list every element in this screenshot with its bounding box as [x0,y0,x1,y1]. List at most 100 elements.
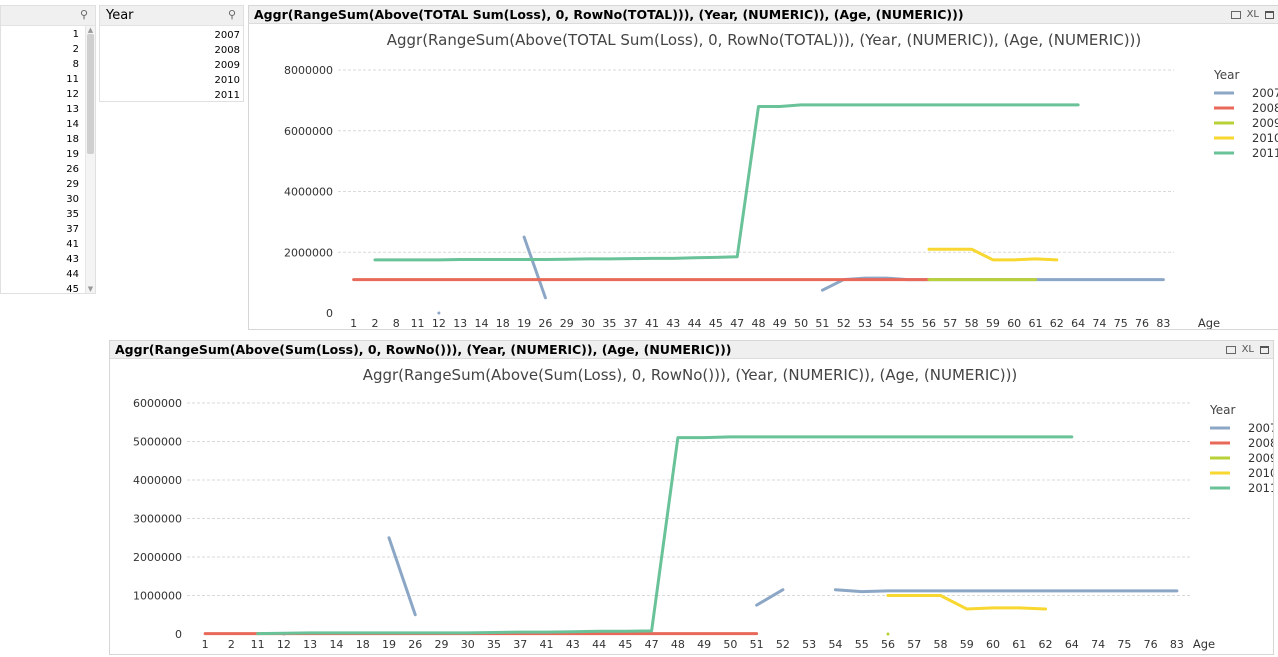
y-tick-label: 5000000 [133,436,182,449]
list-item[interactable]: 1 [72,29,79,40]
list-item[interactable]: 19 [66,149,79,160]
chart2-box: Aggr(RangeSum(Above(Sum(Loss), 0, RowNo(… [109,340,1274,655]
x-tick-label: 35 [602,317,616,329]
y-tick-label: 6000000 [133,397,182,410]
legend-title: Year [1209,403,1235,417]
scroll-thumb[interactable] [87,34,94,154]
series-line [373,103,1080,262]
y-tick-label: 2000000 [133,551,182,564]
list-item[interactable]: 2 [72,44,79,55]
age-listbox-scrollbar[interactable]: ▲ ▼ [85,26,95,293]
x-tick-label: 19 [517,317,531,329]
print-icon[interactable] [1225,345,1236,354]
age-listbox-header[interactable]: ⚲ [1,6,95,26]
x-tick-label: 60 [1007,317,1021,329]
list-item[interactable]: 8 [72,59,79,70]
series-line [387,536,417,617]
x-tick-label: 43 [566,638,580,651]
list-item[interactable]: 44 [66,269,79,280]
excel-icon[interactable]: XL [1241,344,1254,355]
excel-icon[interactable]: XL [1246,9,1259,20]
x-tick-label: 43 [666,317,680,329]
x-tick-label: 8 [393,317,400,329]
age-listbox[interactable]: ⚲ 1 2 8 11 12 13 14 18 19 26 29 30 35 37 41 43 44 45 ▲ ▼ [0,5,96,295]
x-tick-label: 57 [907,638,921,651]
legend-item: 2011 [1252,146,1278,160]
x-tick-label: 54 [879,317,893,329]
list-item[interactable]: 30 [66,194,79,205]
x-tick-label: 52 [776,638,790,651]
x-tick-label: 83 [1170,638,1184,651]
list-item[interactable]: 2008 [214,45,240,56]
search-icon[interactable]: ⚲ [79,8,89,21]
x-tick-label: 56 [881,638,895,651]
x-tick-label: 47 [645,638,659,651]
list-item[interactable]: 13 [66,104,79,115]
chart1-caption-bar[interactable]: Aggr(RangeSum(Above(TOTAL Sum(Loss), 0, … [249,6,1278,24]
x-tick-label: 41 [645,317,659,329]
maximize-icon[interactable] [1260,345,1269,354]
y-tick-label: 4000000 [133,474,182,487]
x-tick-label: 11 [411,317,425,329]
x-tick-label: 64 [1071,317,1085,329]
x-tick-label: 11 [251,638,265,651]
search-icon[interactable]: ⚲ [227,8,237,21]
x-tick-label: 50 [723,638,737,651]
x-tick-label: 58 [934,638,948,651]
x-tick-label: 51 [815,317,829,329]
scroll-down-arrow-icon[interactable]: ▼ [87,285,94,293]
list-item[interactable]: 37 [66,224,79,235]
x-tick-label: 18 [356,638,370,651]
series-line [522,235,547,300]
chart-title: Aggr(RangeSum(Above(Sum(Loss), 0, RowNo(… [363,366,1018,384]
x-tick-label: 30 [581,317,595,329]
chart2-caption: Aggr(RangeSum(Above(Sum(Loss), 0, RowNo(… [115,342,732,357]
legend-item: 2009 [1248,451,1273,465]
x-tick-label: 51 [750,638,764,651]
list-item[interactable]: 2009 [214,60,240,71]
x-tick-label: 45 [709,317,723,329]
legend-item: 2010 [1248,466,1273,480]
chart2-plot[interactable]: Aggr(RangeSum(Above(Sum(Loss), 0, RowNo(… [110,359,1273,654]
y-tick-label: 2000000 [284,246,333,259]
series-line [927,247,1059,262]
x-tick-label: 54 [828,638,842,651]
list-item[interactable]: 11 [66,74,79,85]
scroll-up-arrow-icon[interactable]: ▲ [87,26,94,34]
list-item[interactable]: 29 [66,179,79,190]
list-item[interactable]: 26 [66,164,79,175]
y-tick-label: 3000000 [133,513,182,526]
list-item[interactable]: 14 [66,119,79,130]
series-point [437,311,441,315]
year-listbox[interactable]: Year ⚲ 2007 2008 2009 2010 2011 [99,5,244,102]
chart1-plot[interactable]: Aggr(RangeSum(Above(TOTAL Sum(Loss), 0, … [249,24,1278,329]
year-listbox-header[interactable]: Year ⚲ [100,6,243,26]
x-tick-label: 12 [277,638,291,651]
x-tick-label: 61 [1012,638,1026,651]
list-item[interactable]: 12 [66,89,79,100]
list-item[interactable]: 41 [66,239,79,250]
x-tick-label: 45 [618,638,632,651]
x-tick-label: 47 [730,317,744,329]
x-tick-label: 44 [592,638,606,651]
list-item[interactable]: 18 [66,134,79,145]
list-item[interactable]: 35 [66,209,79,220]
y-tick-label: 1000000 [133,590,182,603]
x-tick-label: 1 [350,317,357,329]
maximize-icon[interactable] [1265,10,1274,19]
chart2-caption-bar[interactable]: Aggr(RangeSum(Above(Sum(Loss), 0, RowNo(… [110,341,1273,359]
x-tick-label: 19 [382,638,396,651]
series-line [755,588,785,607]
x-tick-label: 26 [408,638,422,651]
list-item[interactable]: 43 [66,254,79,265]
print-icon[interactable] [1230,10,1241,19]
x-tick-label: 53 [858,317,872,329]
x-tick-label: 35 [487,638,501,651]
list-item[interactable]: 45 [66,284,79,295]
list-item[interactable]: 2007 [214,30,240,41]
list-item[interactable]: 2010 [214,75,240,86]
x-tick-label: 75 [1114,317,1128,329]
list-item[interactable]: 2011 [214,90,240,101]
x-tick-label: 50 [794,317,808,329]
x-tick-label: 26 [538,317,552,329]
